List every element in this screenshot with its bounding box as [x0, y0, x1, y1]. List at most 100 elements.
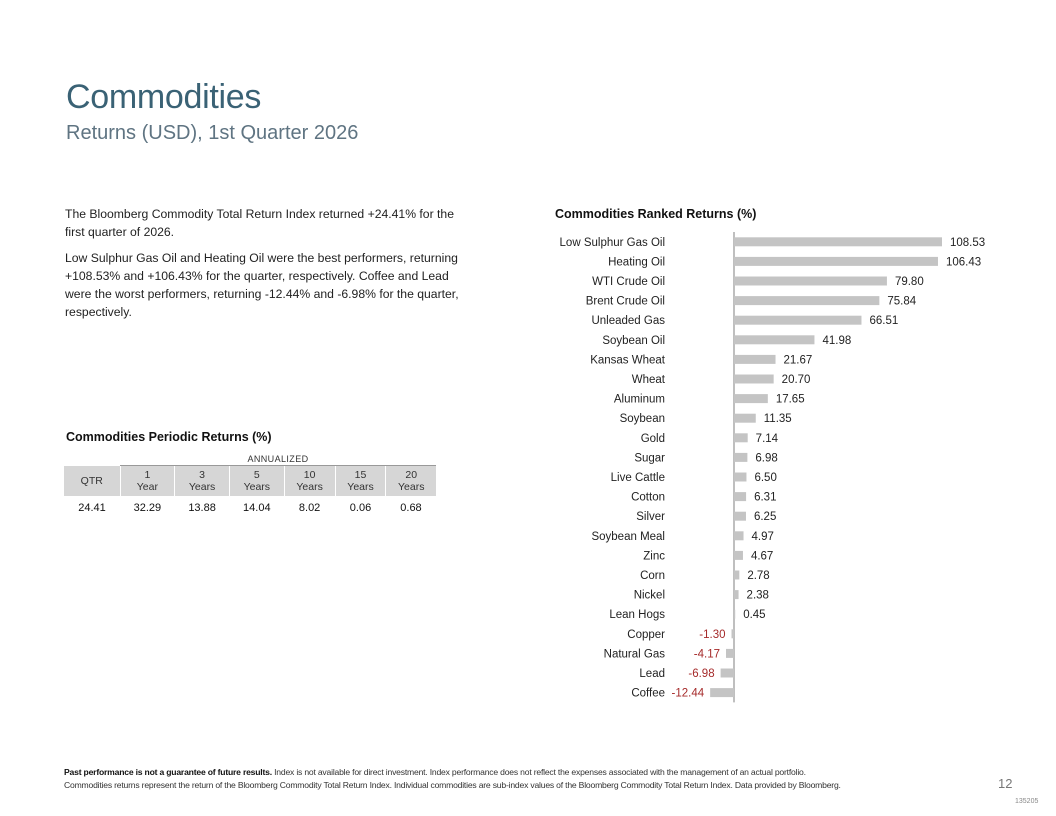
bar [731, 629, 734, 639]
bar [734, 237, 942, 247]
data-label: -4.17 [694, 648, 720, 660]
bar [734, 413, 756, 423]
qtr-header: QTR [64, 465, 120, 496]
category-label: Unleaded Gas [591, 315, 665, 327]
category-label: Corn [640, 570, 665, 582]
value-10y: 8.02 [298, 502, 321, 514]
column-header-1y: 1 Year [119, 465, 175, 496]
bar [734, 296, 880, 306]
bar [734, 315, 862, 325]
data-label: -12.44 [672, 688, 705, 700]
bar [734, 609, 736, 619]
bar [734, 492, 747, 502]
disclaimer-line-2: Commodities returns represent the return… [64, 780, 841, 790]
periodic-returns-table: ANNUALIZED QTR 1 Year 3 Years 5 Years 10 Yea… [64, 452, 436, 520]
annualized-header: ANNUALIZED [120, 452, 436, 466]
bar [710, 688, 734, 698]
data-label: 2.38 [747, 590, 769, 602]
data-label: 6.98 [755, 452, 777, 464]
page-number: 12 [998, 776, 1013, 791]
bar [734, 354, 776, 364]
data-label: 106.43 [946, 256, 981, 268]
value-qtr: 24.41 [78, 502, 106, 514]
document-code: 135205 [1015, 798, 1039, 805]
data-label: 2.78 [747, 570, 769, 582]
value-20y: 0.68 [400, 502, 422, 514]
data-label: 41.98 [822, 335, 851, 347]
category-label: Sugar [634, 452, 665, 464]
data-label: 4.97 [752, 531, 774, 543]
summary-paragraph-1: The Bloomberg Commodity Total Return Ind… [65, 207, 454, 239]
category-label: Brent Crude Oil [586, 296, 665, 308]
data-label: 75.84 [887, 296, 916, 308]
ranked-returns-title: Commodities Ranked Returns (%) [555, 207, 757, 221]
summary-paragraph-2: Low Sulphur Gas Oil and Heating Oil were… [65, 251, 459, 319]
column-header-20y: 20 Years [385, 465, 436, 496]
category-label: Silver [636, 511, 665, 523]
category-label: Cotton [631, 492, 665, 504]
column-header-15y: 15 Years [334, 465, 386, 496]
data-label: 20.70 [782, 374, 811, 386]
ranked-returns-chart: Low Sulphur Gas Oil 108.53 Heating Oil 106.… [560, 232, 985, 703]
disclaimer-line-1: Index is not available for direct invest… [271, 767, 806, 777]
bar [734, 472, 747, 482]
page-subtitle: Returns (USD), 1st Quarter 2026 [66, 122, 359, 144]
bar [734, 433, 748, 443]
bar [734, 531, 744, 541]
category-label: Kansas Wheat [590, 354, 666, 366]
value-3y: 13.88 [188, 502, 216, 514]
category-label: Soybean [620, 413, 665, 425]
category-label: Nickel [634, 590, 665, 602]
data-label: 6.31 [754, 492, 776, 504]
disclaimer: Past performance is not a guarantee of f… [64, 766, 944, 792]
bar [734, 335, 815, 345]
category-label: Zinc [643, 550, 665, 562]
bar [734, 590, 739, 600]
data-label: 108.53 [950, 237, 985, 249]
value-5y: 14.04 [243, 502, 271, 514]
bar [734, 570, 740, 580]
category-label: Lean Hogs [609, 609, 665, 621]
data-label: 7.14 [756, 433, 779, 445]
value-1y: 32.29 [133, 502, 162, 514]
bar [726, 648, 734, 658]
bar [734, 511, 746, 521]
column-header-3y: 3 Years [174, 465, 230, 496]
value-15y: 0.06 [349, 502, 372, 514]
data-label: 6.50 [754, 472, 776, 484]
bar [720, 668, 734, 678]
column-header-10y: 10 Years [283, 465, 336, 496]
category-label: Wheat [632, 374, 666, 386]
category-label: Live Cattle [611, 472, 665, 484]
bar [734, 394, 768, 404]
bar [734, 452, 748, 462]
category-label: Lead [639, 668, 665, 680]
category-label: Heating Oil [608, 256, 665, 268]
disclaimer-bold: Past performance is not a guarantee of f… [64, 767, 272, 777]
category-label: Coffee [631, 688, 665, 700]
data-label: 0.45 [743, 609, 765, 621]
bar [734, 276, 887, 286]
category-label: WTI Crude Oil [592, 276, 665, 288]
category-label: Aluminum [614, 394, 665, 406]
periodic-returns-title: Commodities Periodic Returns (%) [66, 430, 272, 444]
category-label: Soybean Oil [602, 335, 665, 347]
data-label: 66.51 [869, 315, 898, 327]
data-label: 79.80 [895, 276, 924, 288]
data-label: 11.35 [764, 413, 792, 425]
data-label: 21.67 [784, 354, 813, 366]
data-label: 4.67 [751, 550, 773, 562]
page-title: Commodities [66, 78, 262, 116]
category-label: Natural Gas [604, 648, 666, 660]
bar [734, 374, 774, 384]
data-label: 6.25 [754, 511, 776, 523]
bar [734, 256, 938, 266]
category-label: Soybean Meal [591, 531, 665, 543]
summary-text: The Bloomberg Commodity Total Return Ind… [65, 205, 465, 329]
data-label: -6.98 [688, 668, 714, 680]
data-label: -1.30 [699, 629, 725, 641]
column-header-5y: 5 Years [228, 465, 285, 496]
category-label: Gold [641, 433, 665, 445]
bar [734, 550, 743, 560]
data-label: 17.65 [776, 394, 805, 406]
